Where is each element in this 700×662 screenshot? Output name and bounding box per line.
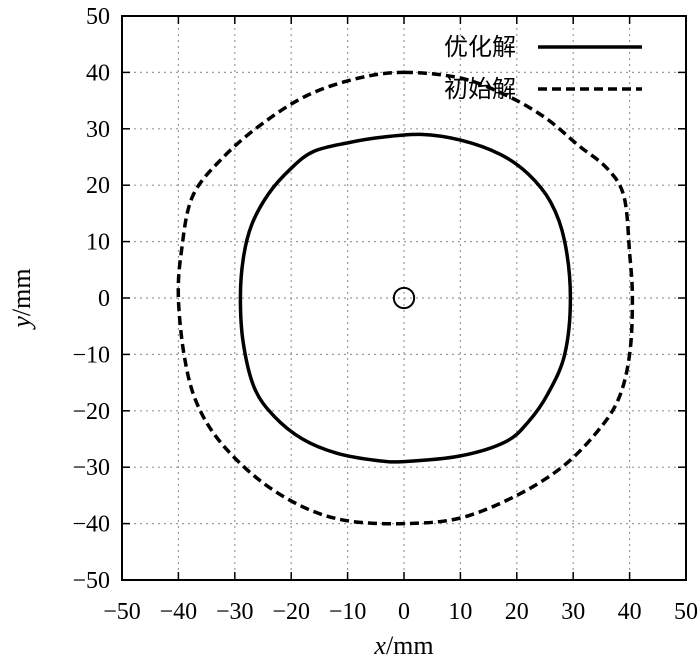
y-tick-label: 30 [86, 117, 110, 143]
x-tick-label: 30 [561, 599, 585, 625]
x-tick-label: 20 [505, 599, 529, 625]
x-tick-label: −50 [103, 599, 141, 625]
x-tick-label: −30 [216, 599, 254, 625]
x-tick-label: 50 [674, 599, 698, 625]
y-axis-var: y [7, 316, 36, 331]
y-tick-label: −40 [72, 512, 110, 538]
y-axis-unit: /mm [7, 268, 36, 316]
x-axis-var: x [373, 631, 386, 660]
x-tick-label: 40 [618, 599, 642, 625]
x-tick-label: −20 [272, 599, 310, 625]
series-line-optimized [238, 132, 573, 464]
y-tick-label: 50 [86, 4, 110, 30]
y-tick-label: 10 [86, 230, 110, 256]
y-axis-label: y/mm [7, 268, 36, 330]
x-tick-label: −10 [329, 599, 367, 625]
y-tick-label: −10 [72, 342, 110, 368]
legend-label: 优化解 [444, 33, 516, 61]
grid [122, 16, 686, 580]
x-tick-label: 10 [448, 599, 472, 625]
y-tick-label: 40 [86, 60, 110, 86]
y-tick-label: −20 [72, 399, 110, 425]
y-tick-label: 20 [86, 173, 110, 199]
y-tick-label: −30 [72, 455, 110, 481]
x-tick-label: 0 [398, 599, 410, 625]
x-axis-label: x/mm [373, 631, 433, 660]
series-line-initial [176, 70, 635, 526]
y-tick-label: 0 [98, 286, 110, 312]
y-tick-label: −50 [72, 568, 110, 594]
x-axis-unit: /mm [386, 631, 434, 660]
ticks-group: −50 −40 −30 −20 −10 0 10 20 30 40 50 −50 −40 −30 −20 −1… [72, 4, 698, 625]
center-circle [392, 286, 416, 310]
x-tick-label: −40 [160, 599, 198, 625]
series-group [176, 70, 635, 526]
legend-label: 初始解 [444, 75, 516, 103]
